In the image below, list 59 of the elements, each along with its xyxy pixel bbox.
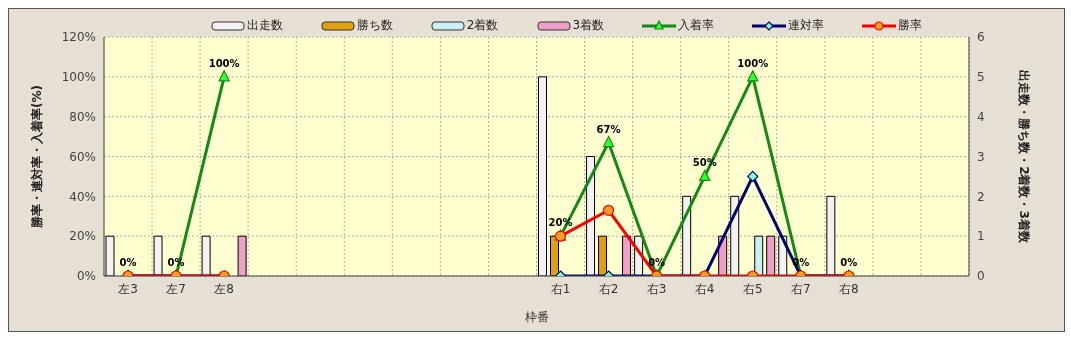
x-tick-label: 左3 [118, 281, 138, 296]
legend-label: 3着数 [572, 17, 605, 34]
y-tick-label: 80% [69, 109, 96, 124]
y2-tick-label: 3 [977, 149, 985, 164]
bar [754, 235, 764, 276]
data-label: 100% [737, 57, 769, 69]
data-label: 0% [119, 257, 137, 268]
y-tick-label: 100% [61, 70, 96, 85]
y-axis-title: 勝率・連対率・入着率(%) [30, 85, 45, 229]
bar [766, 235, 776, 276]
bar [586, 156, 596, 276]
bar [622, 235, 632, 276]
y2-tick-label: 4 [977, 109, 985, 124]
y2-tick-label: 6 [977, 30, 985, 45]
data-label: 0% [840, 257, 858, 268]
y2-tick-label: 5 [977, 70, 985, 85]
x-tick-label: 左8 [214, 281, 234, 296]
y-tick-label: 20% [69, 229, 96, 244]
point [747, 70, 759, 82]
data-label: 67% [596, 123, 621, 135]
legend-label: 勝ち数 [356, 17, 393, 34]
point [699, 169, 711, 182]
x-tick-label: 右1 [550, 281, 571, 296]
legend-label: 連対率 [788, 17, 825, 34]
x-tick-label: 右4 [694, 281, 715, 296]
bar [826, 195, 836, 276]
bar [538, 76, 547, 276]
point [747, 170, 759, 183]
bar [730, 195, 740, 276]
legend-label: 入着率 [678, 17, 715, 34]
y-tick-label: 0% [76, 269, 96, 284]
legend-label: 勝率 [898, 17, 923, 34]
x-tick-label: 左7 [166, 281, 186, 296]
bar [153, 235, 163, 276]
x-tick-label: 右3 [646, 281, 667, 296]
bar [237, 235, 247, 276]
legend-label: 2着数 [466, 17, 499, 34]
x-axis-title: 枠番 [523, 310, 549, 324]
data-label: 100% [208, 57, 240, 69]
bar [682, 195, 692, 276]
y-tick-label: 120% [61, 30, 96, 45]
y-tick-label: 40% [69, 189, 96, 204]
point [602, 135, 615, 148]
y2-tick-label: 0 [977, 269, 985, 284]
y2-axis-title: 出走数・勝ち数・2着数・3着数 [1016, 70, 1031, 244]
x-tick-label: 右5 [742, 281, 763, 296]
x-tick-label: 右2 [598, 281, 619, 296]
bar [598, 235, 608, 276]
point [218, 70, 230, 82]
x-tick-label: 右7 [790, 281, 811, 296]
point [602, 204, 615, 216]
bar [201, 235, 211, 276]
x-tick-label: 右8 [839, 281, 859, 296]
bar [105, 235, 115, 276]
bar [550, 235, 559, 276]
y2-tick-label: 1 [977, 229, 985, 244]
legend-label: 出走数 [246, 17, 283, 34]
y2-tick-label: 2 [977, 189, 985, 204]
y-tick-label: 60% [69, 149, 96, 164]
